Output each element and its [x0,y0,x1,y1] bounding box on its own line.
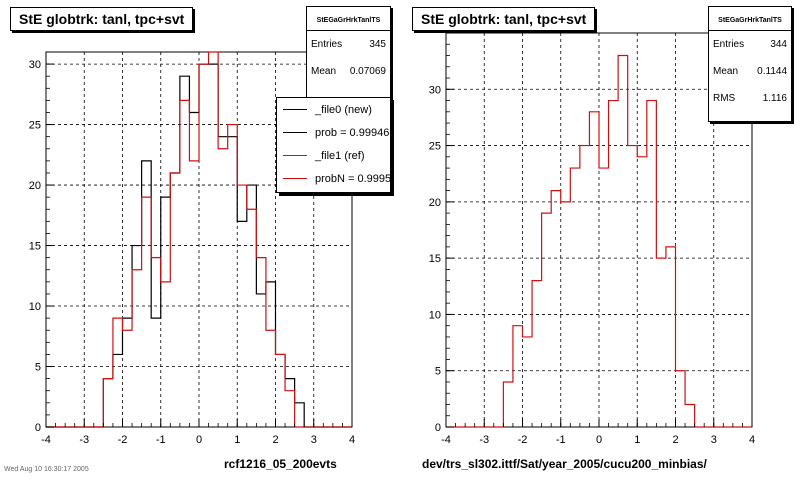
legend-entry-probn: probN = 0.99951 [277,167,390,190]
x-tick-label: 0 [196,434,202,446]
stats-entries-value: 344 [770,39,787,50]
legend-line-red [283,155,307,156]
stats-rms-label: RMS [713,93,736,104]
x-tick-label: 1 [634,434,640,446]
x-tick-label: -2 [518,434,528,446]
y-tick-label: 15 [29,241,41,253]
stats-entries-row: Entries 345 [307,31,390,58]
y-tick-label: 20 [429,197,441,209]
stats-mean-value: 0.1144 [757,66,787,77]
x-tick-label: -2 [118,434,128,446]
y-tick-label: 25 [29,120,41,132]
stats-rms-row: RMS 1.116 [709,85,791,112]
stats-entries-label: Entries [311,39,343,50]
x-tick-label: 1 [234,434,240,446]
legend-entry-prob: prob = 0.999467 [277,121,390,144]
stats-rms-value: 1.116 [762,93,787,104]
stats-histogram-name: StEGaGrHrkTanlTS [709,7,791,31]
right-chart-title: StE globtrk: tanl, tpc+svt [412,7,596,31]
legend-label: probN = 0.99951 [315,172,391,185]
y-tick-label: 10 [29,301,41,313]
x-tick-label: -3 [79,434,89,446]
y-tick-label: 5 [435,366,441,378]
histogram-series [446,54,752,428]
right-caption: dev/trs_sl302.ittf/Sat/year_2005/cucu200… [422,457,707,471]
x-tick-label: 3 [311,434,317,446]
y-tick-label: 0 [35,422,41,434]
x-tick-label: -4 [41,434,51,446]
legend-entry-new: _file0 (new) [277,98,390,121]
x-tick-label: 4 [749,434,755,446]
legend-line-black [283,109,307,110]
x-tick-label: 4 [349,434,355,446]
stats-mean-label: Mean [713,66,739,77]
y-tick-label: 25 [429,141,441,153]
left-caption: rcf1216_05_200evts [224,457,337,471]
legend-label: _file1 (ref) [315,149,365,162]
x-tick-label: 2 [272,434,278,446]
x-tick-label: 0 [596,434,602,446]
x-tick-label: -1 [556,434,566,446]
y-tick-label: 15 [429,253,441,265]
stats-entries-value: 345 [369,39,386,50]
right-stats-box: StEGaGrHrkTanlTS Entries 344 Mean 0.1144… [708,6,792,122]
y-tick-label: 20 [29,180,41,192]
stats-mean-row: Mean 0.07069 [307,58,390,85]
y-tick-label: 0 [435,422,441,434]
y-tick-label: 5 [35,362,41,374]
stats-histogram-name: StEGaGrHrkTanlTS [307,7,390,31]
left-legend: _file0 (new) prob = 0.999467 _file1 (ref… [276,97,391,193]
legend-entry-ref: _file1 (ref) [277,144,390,167]
x-tick-label: 3 [711,434,717,446]
y-tick-label: 10 [429,309,441,321]
stats-mean-label: Mean [311,66,337,77]
left-chart-title: StE globtrk: tanl, tpc+svt [10,7,194,31]
stats-entries-label: Entries [713,39,745,50]
legend-line-red [283,178,307,179]
stats-mean-value: 0.07069 [349,66,386,77]
footer-timestamp: Wed Aug 10 16:30:17 2005 [4,466,89,473]
x-tick-label: -4 [441,434,451,446]
y-tick-label: 30 [429,84,441,96]
x-tick-label: 2 [672,434,678,446]
x-tick-label: -1 [156,434,166,446]
legend-label: prob = 0.999467 [315,126,391,139]
y-tick-label: 30 [29,59,41,71]
x-tick-label: -3 [479,434,489,446]
stats-mean-row: Mean 0.1144 [709,58,791,85]
left-stats-box: StEGaGrHrkTanlTS Entries 345 Mean 0.0706… [306,6,391,102]
stats-entries-row: Entries 344 [709,31,791,58]
histogram-series [46,51,352,428]
legend-line-black [283,132,307,133]
plot-frame [445,32,753,428]
legend-label: _file0 (new) [315,103,372,116]
